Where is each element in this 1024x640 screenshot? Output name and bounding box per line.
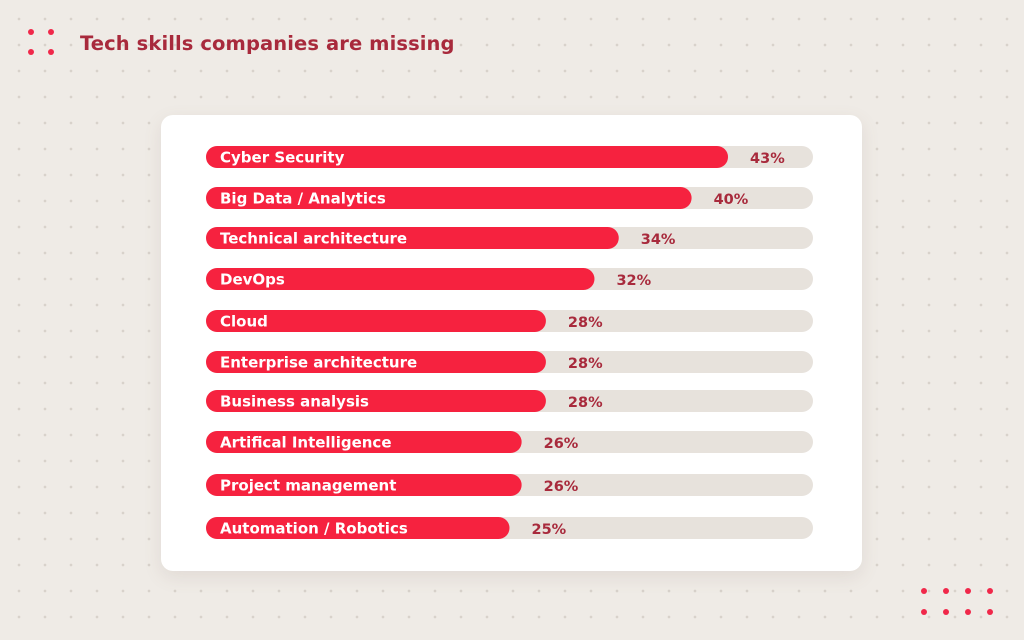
bar-row: Cyber Security 43% bbox=[206, 146, 813, 168]
bar-row: DevOps 32% bbox=[206, 268, 813, 290]
bar-value-label: 28% bbox=[568, 395, 603, 411]
bar-value-label: 32% bbox=[616, 273, 651, 289]
chart-card: Cyber Security 43% Big Data / Analytics 40%… bbox=[161, 115, 862, 571]
bar-value-label: 25% bbox=[532, 522, 567, 538]
bar-category-label: Project management bbox=[220, 477, 396, 495]
bar-value-label: 28% bbox=[568, 356, 603, 372]
bar-row: Automation / Robotics 25% bbox=[206, 517, 813, 539]
bar-category-label: Cyber Security bbox=[220, 149, 345, 167]
bar-category-label: Business analysis bbox=[220, 393, 369, 411]
bar bbox=[206, 310, 546, 332]
bar bbox=[206, 351, 546, 373]
bar bbox=[206, 268, 595, 290]
bar-row: Artifical Intelligence 26% bbox=[206, 431, 813, 453]
bar-row: Enterprise architecture 28% bbox=[206, 351, 813, 373]
bar-category-label: DevOps bbox=[220, 271, 285, 289]
bar bbox=[206, 227, 619, 249]
bar bbox=[206, 187, 692, 209]
bar-row: Big Data / Analytics 40% bbox=[206, 187, 813, 209]
bar bbox=[206, 431, 522, 453]
bar-row: Business analysis 28% bbox=[206, 390, 813, 412]
bar-value-label: 26% bbox=[544, 479, 579, 495]
bar bbox=[206, 390, 546, 412]
bar-chart: Cyber Security 43% Big Data / Analytics 40%… bbox=[206, 146, 813, 539]
bar bbox=[206, 474, 522, 496]
bar-category-label: Technical architecture bbox=[220, 230, 407, 248]
bar-value-label: 40% bbox=[714, 192, 749, 208]
page-title: Tech skills companies are missing bbox=[80, 32, 455, 55]
bar-row: Project management 26% bbox=[206, 474, 813, 496]
corner-dots-icon bbox=[921, 588, 1001, 618]
bar-category-label: Enterprise architecture bbox=[220, 354, 417, 372]
bar-value-label: 34% bbox=[641, 232, 676, 248]
logo-dots-icon bbox=[28, 29, 58, 59]
bar-value-label: 43% bbox=[750, 151, 785, 167]
bar-value-label: 26% bbox=[544, 436, 579, 452]
bar-category-label: Automation / Robotics bbox=[220, 520, 408, 538]
bar bbox=[206, 146, 729, 168]
bar-row: Technical architecture 34% bbox=[206, 227, 813, 249]
bar-row: Cloud 28% bbox=[206, 310, 813, 332]
bar-value-label: 28% bbox=[568, 315, 603, 331]
bar bbox=[206, 517, 510, 539]
bar-category-label: Cloud bbox=[220, 313, 268, 331]
bar-category-label: Artifical Intelligence bbox=[220, 434, 392, 452]
bar-category-label: Big Data / Analytics bbox=[220, 190, 386, 208]
